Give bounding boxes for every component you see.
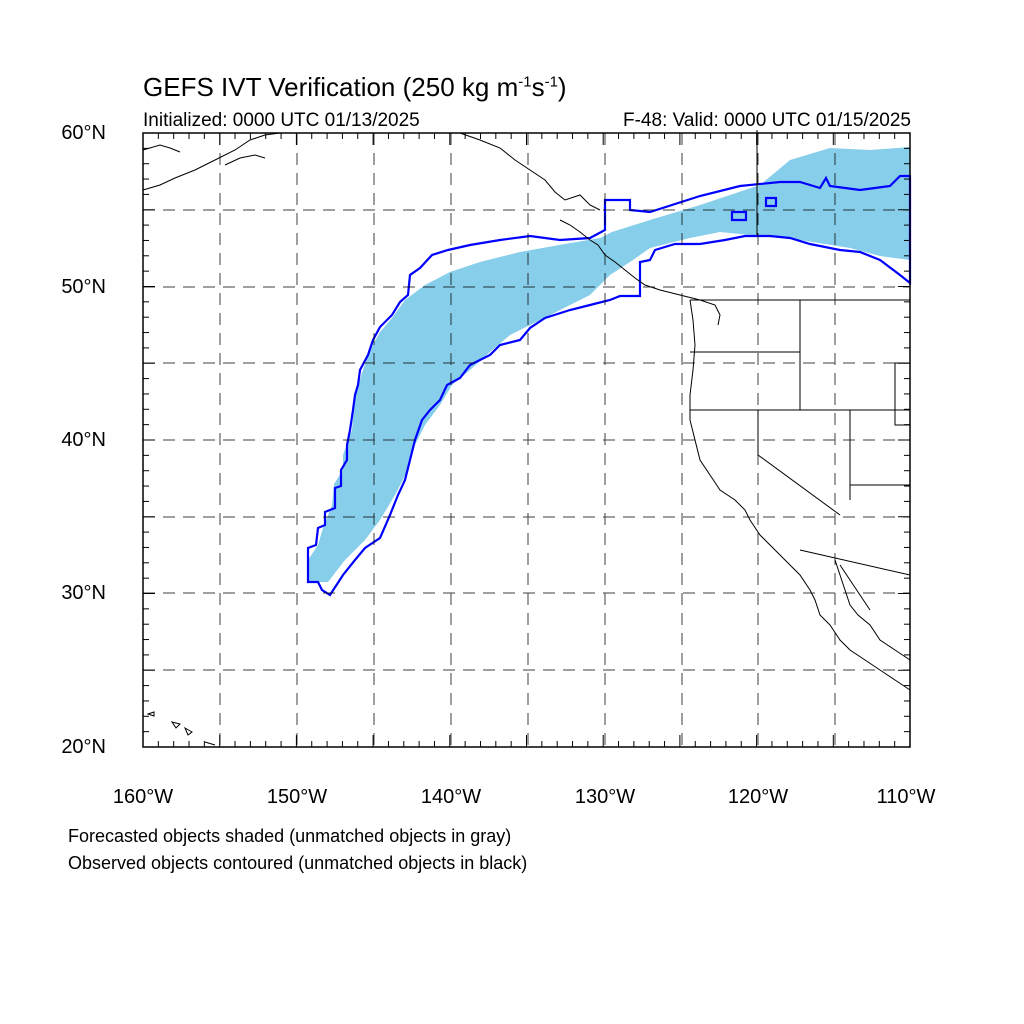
tick-marks — [142, 132, 911, 748]
observed-contour-main — [306, 174, 912, 597]
forecast-objects — [308, 147, 910, 582]
legend-forecast-note: Forecasted objects shaded (unmatched obj… — [68, 826, 512, 846]
lon-label-120w: 120°W — [727, 786, 789, 808]
observed-contour-small-1 — [730, 210, 748, 222]
legend-observed-note: Observed objects contoured (unmatched ob… — [68, 853, 528, 873]
observed-objects — [306, 174, 912, 597]
lon-label-110w: 110°W — [876, 786, 936, 808]
bc-coastline — [559, 219, 721, 326]
alaska-coastline — [142, 132, 601, 211]
lat-label-20n: 20°N — [61, 736, 106, 758]
valid-time: F-48: Valid: 0000 UTC 01/15/2025 — [623, 110, 911, 131]
forecast-object-atmospheric-river — [308, 147, 910, 582]
map-title: GEFS IVT Verification (250 kg m-1s-1) — [143, 72, 567, 102]
lon-label-150w: 150°W — [266, 786, 328, 808]
lon-label-140w: 140°W — [420, 786, 482, 808]
baja-coastline — [834, 559, 911, 661]
lat-label-30n: 30°N — [61, 582, 106, 604]
lat-label-60n: 60°N — [61, 122, 106, 144]
lon-label-130w: 130°W — [574, 786, 636, 808]
hawaii-islands — [146, 711, 216, 746]
lat-label-40n: 40°N — [61, 429, 106, 451]
initialized-time: Initialized: 0000 UTC 01/13/2025 — [143, 110, 420, 131]
observed-contour-small-2 — [764, 196, 778, 208]
gridlines — [143, 133, 910, 747]
us-west-coastline — [689, 299, 911, 691]
lat-label-50n: 50°N — [61, 276, 106, 298]
lon-label-160w: 160°W — [112, 786, 174, 808]
